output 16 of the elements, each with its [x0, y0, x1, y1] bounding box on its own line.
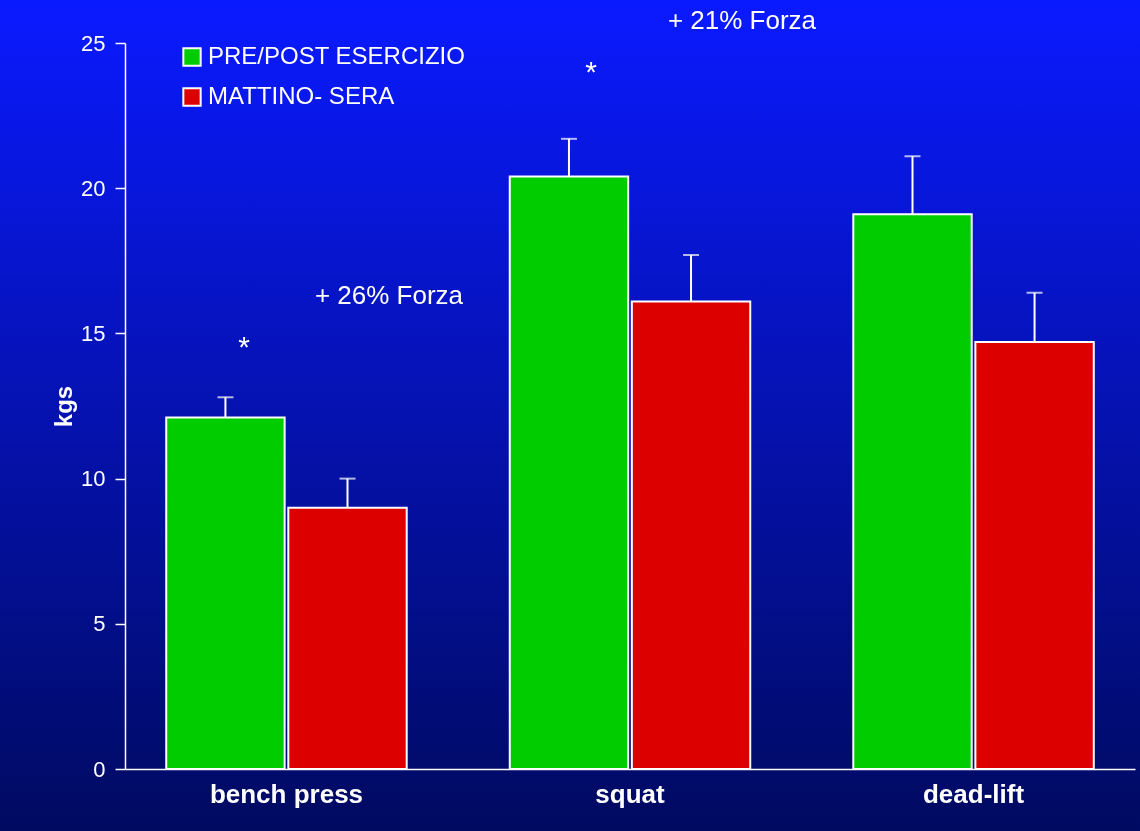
y-tick-label: 20 [81, 175, 106, 201]
x-tick-label: dead-lift [922, 778, 1025, 809]
y-axis-title: kgs [50, 385, 78, 428]
x-tick-label: squat [595, 778, 666, 809]
annotation: * [585, 55, 598, 88]
y-tick-label: 10 [81, 466, 106, 492]
y-tick-label: 0 [93, 756, 106, 782]
legend-label: PRE/POST ESERCIZIO [208, 42, 465, 69]
x-tick-label: bench press [209, 778, 364, 809]
y-tick-label: 25 [81, 30, 106, 56]
y-tick-label: 15 [81, 320, 106, 346]
annotation: * [238, 330, 251, 363]
text: + 21% Forza [667, 5, 817, 35]
annotation: + 26% Forza [314, 280, 464, 310]
legend-label: MATTINO- SERA [208, 82, 395, 109]
y-tick-label: 5 [93, 611, 106, 637]
